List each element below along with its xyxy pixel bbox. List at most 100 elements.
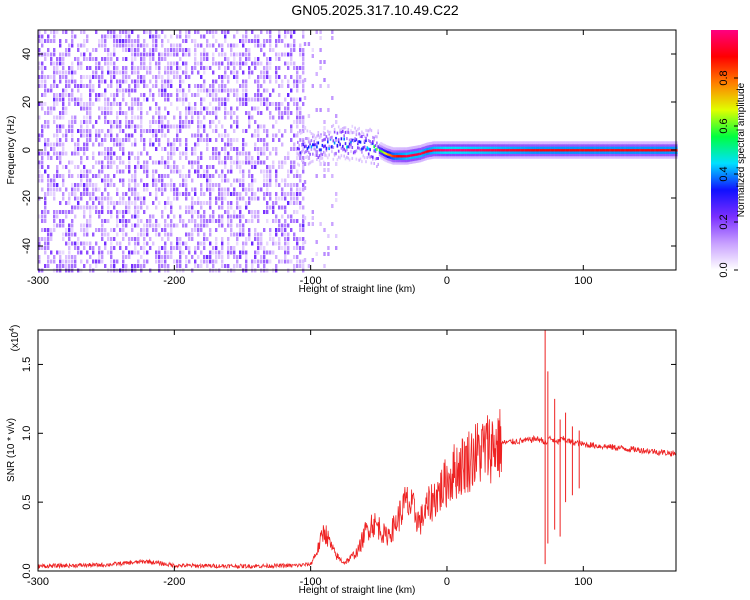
spectrogram-ridge-cell (387, 155, 389, 158)
spectrogram-ridge-cell (481, 148, 483, 152)
spectrogram-cell (104, 106, 107, 111)
spectrogram-ridge-cell (299, 154, 302, 158)
spectrogram-cell (272, 250, 275, 255)
spectrogram-ridge-cell (663, 150, 666, 154)
spectrogram-ridge-cell (355, 133, 358, 137)
spectrogram-cell (319, 48, 322, 52)
spectrogram-ridge-cell (516, 143, 519, 147)
spectrogram-cell (323, 228, 326, 232)
spectrogram-ridge-cell (459, 153, 461, 157)
spectrogram-ridge-cell (647, 141, 649, 145)
spectrogram-ridge-cell (580, 155, 583, 159)
spectrogram-ridge-cell (531, 146, 534, 150)
spectrogram-cell (146, 111, 149, 115)
spectrogram-cell (191, 66, 194, 70)
spectrogram-cell (68, 223, 71, 228)
spectrogram-cell (191, 115, 194, 120)
spectrogram-cell (242, 183, 245, 187)
spectrogram-ridge-cell (479, 153, 482, 157)
spectrogram-cell (179, 255, 182, 259)
spectrogram-ridge-cell (550, 141, 553, 145)
spectrogram-ridge-cell (359, 148, 362, 152)
spectrogram-cell (251, 196, 254, 201)
spectrogram-ridge-cell (663, 148, 666, 152)
spectrogram-cell (185, 246, 188, 250)
spectrogram-ridge-cell (520, 148, 523, 152)
spectrogram-ridge-cell (576, 155, 579, 159)
spectrogram-ridge-cell (553, 146, 555, 150)
spectrogram-cell (155, 178, 158, 183)
spectrogram-cell (128, 165, 131, 169)
spectrogram-cell (149, 237, 152, 241)
spectrogram-cell (257, 129, 260, 133)
spectrogram-cell (290, 43, 293, 48)
spectrogram-ridge-cell (595, 155, 598, 159)
spectrogram-ridge-cell (591, 141, 594, 145)
spectrogram-cell (248, 75, 251, 79)
spectrogram-ridge-cell (400, 152, 403, 156)
spectrogram-cell (299, 66, 302, 70)
spectrogram-cell (278, 246, 281, 250)
spectrogram-ridge-cell (609, 146, 611, 150)
spectrogram-cell (83, 43, 86, 48)
spectrogram-cell (335, 192, 338, 196)
spectrogram-ridge-cell (348, 158, 351, 162)
spectrogram-cell (266, 201, 269, 205)
spectrogram-ridge-cell (310, 160, 313, 164)
spectrogram-cell (209, 66, 212, 70)
spectrogram-ridge-cell (603, 141, 606, 145)
spectrogram-cell (176, 237, 179, 241)
spectrogram-cell (62, 192, 65, 196)
spectrogram-ridge-cell (482, 153, 484, 157)
spectrogram-cell (44, 30, 47, 34)
spectrogram-ridge-cell (620, 153, 622, 157)
spectrogram-ridge-cell (440, 143, 442, 147)
spectrogram-ridge-cell (414, 160, 416, 164)
spectrogram-ridge-cell (571, 141, 573, 145)
spectrogram-cell (176, 70, 179, 75)
spectrogram-ridge-cell (367, 139, 370, 142)
spectrogram-cell (290, 124, 293, 129)
spectrogram-ridge-cell (590, 155, 592, 159)
spectrogram-ridge-cell (659, 155, 662, 159)
spectrogram-ridge-cell (561, 150, 564, 154)
spectrogram-cell (101, 75, 104, 79)
spectrogram-ridge-cell (572, 143, 574, 147)
spectrogram-cell (143, 97, 146, 102)
spectrogram-ridge-cell (569, 155, 572, 159)
spectrogram-ridge-cell (605, 146, 607, 150)
spectrogram-cell (161, 210, 164, 214)
spectrogram-ridge-cell (309, 161, 311, 165)
spectrogram-cell (164, 264, 167, 268)
spectrogram-ridge-cell (606, 143, 609, 147)
spectrogram-cell (98, 39, 101, 43)
spectrogram-cell (179, 79, 182, 84)
spectrogram-ridge-cell (321, 139, 324, 143)
spectrogram-cell (92, 246, 95, 250)
spectrogram-cell (260, 147, 263, 151)
spectrogram-cell (200, 219, 203, 223)
spectrogram-cell (197, 241, 200, 246)
spectrogram-cell (125, 192, 128, 196)
spectrogram-ridge-cell (557, 155, 559, 159)
spectrogram-cell (143, 241, 146, 246)
spectrogram-ridge-cell (359, 140, 362, 144)
spectrogram-cell (176, 246, 179, 250)
spectrogram-cell (155, 39, 158, 43)
spectrogram-ridge-cell (579, 153, 581, 157)
spectrogram-cell (44, 120, 47, 124)
spectrogram-cell (203, 192, 206, 196)
spectrogram-cell (191, 165, 194, 169)
spectrogram-cell (287, 79, 290, 84)
spectrogram-ridge-cell (551, 141, 554, 145)
spectrogram-ridge-cell (577, 148, 580, 152)
spectrogram-cell (104, 151, 107, 156)
spectrogram-cell (59, 124, 62, 129)
spectrogram-cell (152, 48, 155, 52)
spectrogram-cell (104, 232, 107, 237)
spectrogram-cell (134, 84, 137, 88)
spectrogram-ridge-cell (670, 153, 673, 157)
spectrogram-cell (140, 52, 143, 57)
spectrogram-ridge-cell (572, 148, 574, 152)
spectrogram-ridge-cell (418, 157, 420, 161)
